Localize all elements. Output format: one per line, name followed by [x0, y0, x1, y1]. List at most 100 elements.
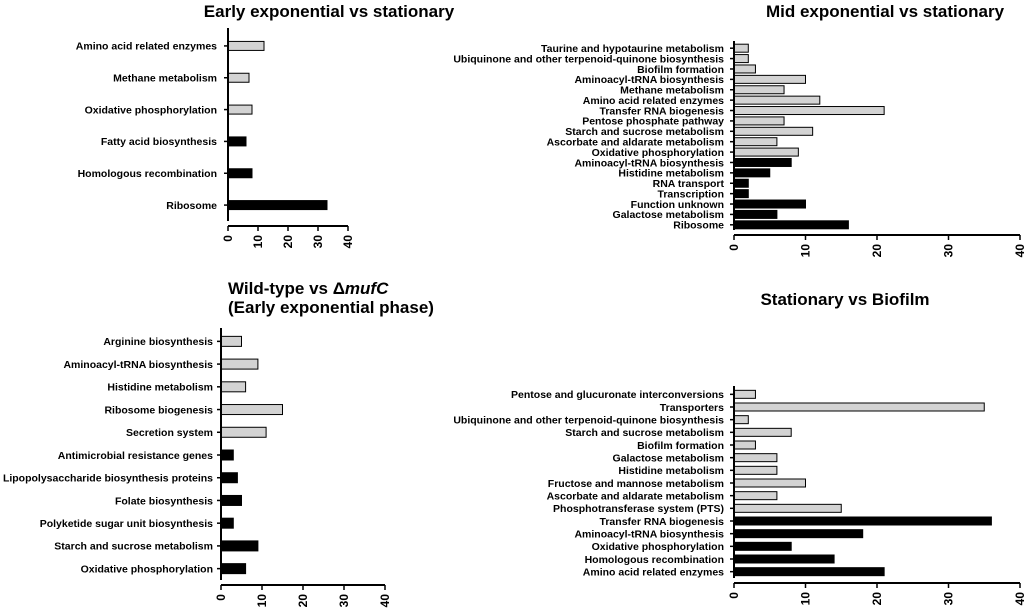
bar — [733, 189, 749, 199]
category-label: Galactose metabolism — [613, 209, 724, 221]
category-label: Homologous recombination — [585, 554, 724, 566]
category-label: Pentose and glucuronate interconversions — [511, 389, 724, 401]
panel3-title-prefix: Wild-type vs Δ — [228, 279, 345, 298]
bar — [733, 209, 778, 219]
bar — [227, 40, 265, 51]
category-label: Aminoacyl-tRNA biosynthesis — [63, 359, 213, 371]
x-tick-label: 40 — [378, 594, 392, 608]
panel3-title-gene: mufC — [345, 279, 389, 298]
category-label: Biofilm formation — [637, 64, 724, 76]
bar — [733, 43, 749, 53]
bar — [733, 178, 749, 188]
bar — [733, 220, 849, 230]
bar — [733, 440, 756, 450]
bar — [227, 72, 250, 83]
bar — [220, 404, 283, 416]
bar — [733, 106, 885, 116]
bar — [733, 427, 792, 437]
x-tick-label: 30 — [311, 235, 325, 249]
bar — [227, 200, 328, 211]
x-tick-label: 10 — [799, 244, 813, 258]
x-tick-label: 0 — [221, 235, 235, 242]
category-label: Galactose metabolism — [613, 452, 724, 464]
category-label: Arginine biosynthesis — [103, 336, 213, 348]
x-tick-label: 40 — [341, 235, 355, 249]
x-tick-label: 30 — [942, 244, 956, 258]
bar — [733, 491, 778, 501]
category-label: Ribosome biogenesis — [104, 404, 213, 416]
x-tick-label: 20 — [296, 594, 310, 608]
category-label: Starch and sucrose metabolism — [565, 427, 724, 439]
bar — [220, 494, 242, 506]
category-label: Secretion system — [126, 427, 213, 439]
category-label: Transfer RNA biogenesis — [600, 516, 725, 528]
bar — [220, 449, 234, 461]
bar — [220, 517, 234, 529]
category-label: Aminoacyl-tRNA biosynthesis — [574, 157, 724, 169]
panel4-title: Stationary vs Biofilm — [760, 290, 929, 309]
bar — [220, 358, 259, 370]
bar — [733, 157, 792, 167]
category-label: Pentose phosphate pathway — [582, 116, 724, 128]
bar — [733, 465, 778, 475]
bar — [220, 335, 242, 347]
x-tick-label: 40 — [1013, 244, 1027, 258]
category-label: Function unknown — [631, 199, 724, 211]
bar — [733, 567, 885, 577]
bar — [733, 95, 821, 105]
bar — [733, 516, 992, 526]
bar — [733, 126, 814, 136]
category-label: Methane metabolism — [113, 73, 217, 85]
category-label: Transporters — [660, 402, 724, 414]
bar — [733, 137, 778, 147]
panel2-title: Mid exponential vs stationary — [766, 2, 1005, 21]
x-tick-label: 20 — [870, 592, 884, 606]
category-label: Homologous recombination — [78, 168, 217, 180]
bar — [733, 478, 806, 488]
category-label: Ubiquinone and other terpenoid-quinone b… — [453, 53, 724, 65]
bar — [733, 453, 778, 463]
x-tick-label: 30 — [337, 594, 351, 608]
bar — [733, 74, 806, 84]
category-label: Ribosome — [673, 220, 724, 232]
category-label: Phosphotransferase system (PTS) — [553, 503, 724, 515]
x-tick-label: 30 — [942, 592, 956, 606]
category-label: Histidine metabolism — [107, 382, 213, 394]
category-label: Ribosome — [166, 200, 217, 212]
bar — [733, 389, 756, 399]
chart-panel-stationary-vs-biofilm: Pentose and glucuronate interconversions… — [453, 386, 1027, 605]
bar — [227, 104, 253, 115]
bar — [733, 168, 771, 178]
category-label: Ascorbate and aldarate metabolism — [547, 490, 724, 502]
category-label: Amino acid related enzymes — [583, 95, 724, 107]
chart-panel-early-vs-stationary: Amino acid related enzymes Methane metabo… — [76, 28, 355, 248]
category-label: Ubiquinone and other terpenoid-quinone b… — [453, 414, 724, 426]
category-label: Lipopolysaccharide biosynthesis proteins — [3, 473, 213, 485]
bar — [220, 381, 247, 393]
bar — [733, 541, 792, 551]
panel3-title-line1: Wild-type vs ΔmufC — [228, 279, 389, 298]
bar — [733, 147, 799, 157]
category-label: Ascorbate and aldarate metabolism — [547, 136, 724, 148]
category-label: Oxidative phosphorylation — [81, 563, 213, 575]
category-label: Oxidative phosphorylation — [85, 104, 217, 116]
x-tick-label: 20 — [281, 235, 295, 249]
bar — [227, 168, 253, 179]
bar — [220, 540, 259, 552]
category-label: Aminoacyl-tRNA biosynthesis — [574, 74, 724, 86]
x-tick-label: 0 — [727, 244, 741, 251]
panel1-title: Early exponential vs stationary — [204, 2, 455, 21]
bar — [733, 199, 806, 209]
category-label: Starch and sucrose metabolism — [565, 126, 724, 138]
chart-panel-mid-vs-stationary: Taurine and hypotaurine metabolismUbiqui… — [453, 41, 1027, 257]
category-label: Transcription — [657, 188, 724, 200]
bar — [733, 116, 785, 126]
category-label: Methane metabolism — [620, 85, 724, 97]
x-tick-label: 10 — [251, 235, 265, 249]
bar — [227, 136, 247, 147]
x-tick-label: 0 — [727, 592, 741, 599]
x-tick-label: 10 — [255, 594, 269, 608]
category-label: Biofilm formation — [637, 440, 724, 452]
x-tick-label: 40 — [1013, 592, 1027, 606]
